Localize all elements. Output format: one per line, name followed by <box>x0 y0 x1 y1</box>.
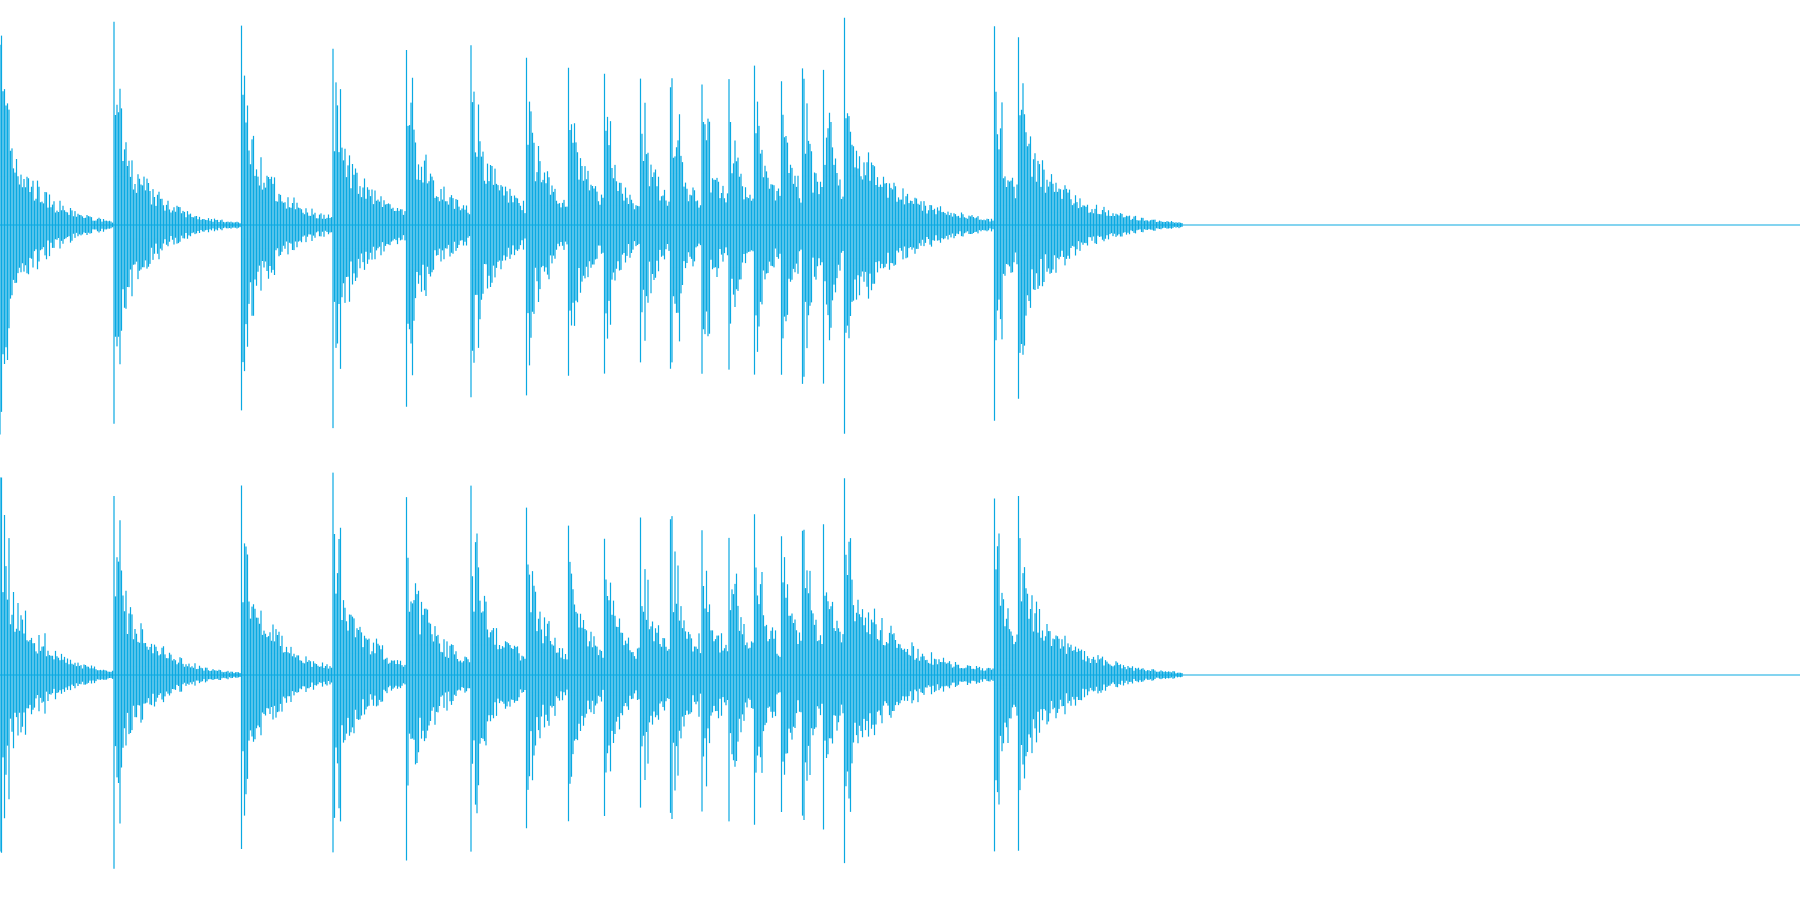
channel-2-waveform <box>0 472 1183 869</box>
channel-1-waveform <box>0 17 1183 435</box>
